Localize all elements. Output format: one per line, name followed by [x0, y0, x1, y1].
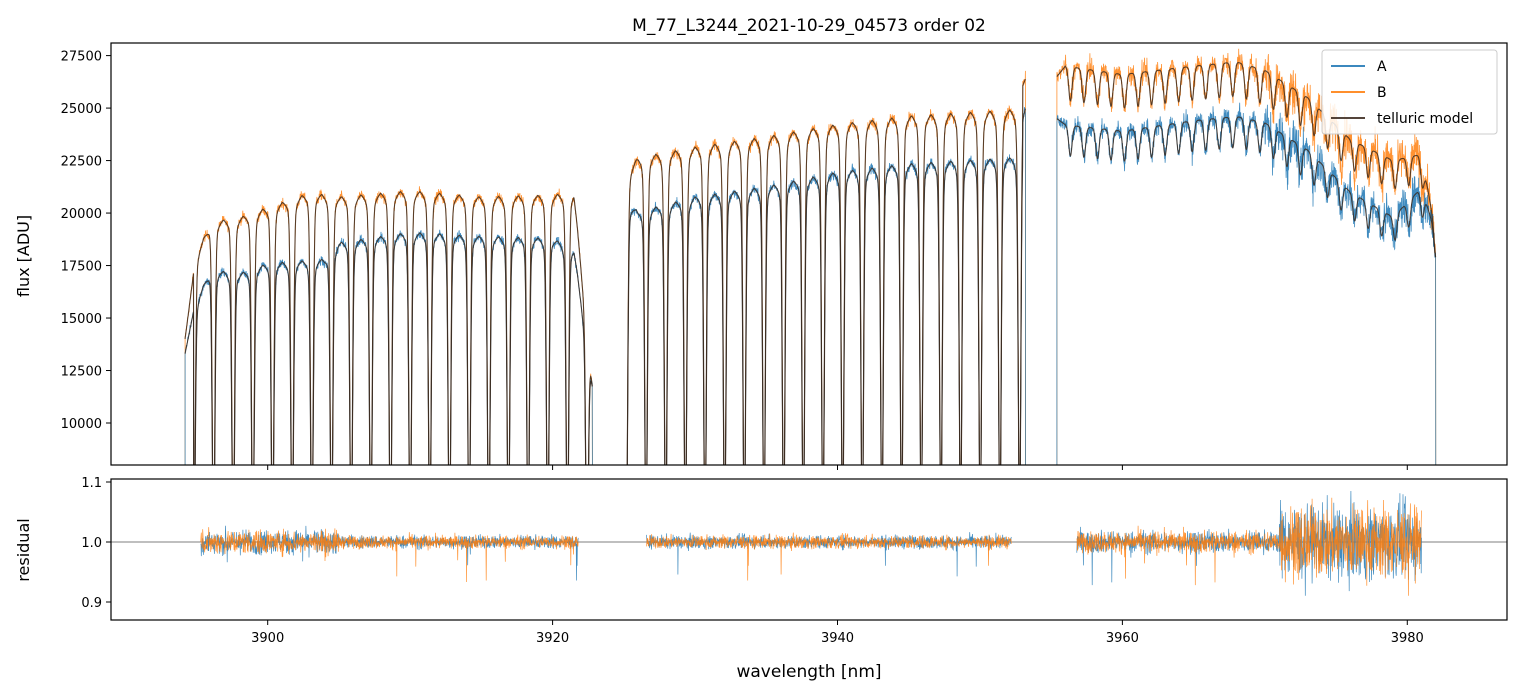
legend-box [1321, 49, 1498, 135]
residual-axes-frame [110, 478, 1508, 621]
residual-plot-area [111, 490, 1507, 596]
residual-b-segment-3 [1076, 497, 1422, 596]
residual-y-tick-label-1: 1.0 [81, 536, 102, 551]
x-tick-label-3960: 3960 [1106, 631, 1139, 646]
residual-b-segment-1 [200, 527, 579, 583]
flux-y-tick-label-17500: 17500 [61, 260, 102, 275]
flux-plot-area [184, 48, 1437, 465]
residual-panel: 0.91.01.1 3900 3920 3940 3960 3980 residual … [14, 476, 1508, 682]
flux-y-tick-label-12500: 12500 [61, 365, 102, 380]
telluric-model-b-segment-3 [1056, 62, 1437, 257]
flux-axes-frame [110, 42, 1508, 466]
x-tick-label-3900: 3900 [251, 631, 284, 646]
telluric-model-b-segment-2 [626, 78, 1026, 465]
flux-y-tick-label-20000: 20000 [61, 207, 102, 222]
telluric-model-b-segment-1 [184, 190, 593, 465]
residual-a-segment-1 [200, 525, 579, 581]
legend-label-a: A [1377, 59, 1387, 75]
flux-y-tick-label-25000: 25000 [61, 102, 102, 117]
x-tick-label-3980: 3980 [1391, 631, 1424, 646]
legend: A B telluric model [1321, 49, 1498, 135]
legend-label-b: B [1377, 85, 1387, 101]
flux-y-tick-label-22500: 22500 [61, 155, 102, 170]
series-b-segment-2 [626, 70, 1026, 465]
x-tick-label-3940: 3940 [821, 631, 854, 646]
x-tick-label-3920: 3920 [536, 631, 569, 646]
legend-label-telluric-model: telluric model [1377, 111, 1473, 127]
x-axis-label: wavelength [nm] [736, 662, 881, 682]
chart-title: M_77_L3244_2021-10-29_04573 order 02 [632, 16, 986, 36]
flux-x-ticks [267, 465, 1408, 470]
residual-b-segment-2 [646, 532, 1012, 581]
flux-y-axis-label: flux [ADU] [14, 215, 33, 297]
telluric-model-a-segment-3 [1056, 116, 1437, 258]
flux-y-tick-label-27500: 27500 [61, 50, 102, 65]
flux-panel: 10000 12500 15000 17500 20000 22500 25000 27500… [14, 42, 1508, 470]
residual-x-ticks: 3900 3920 3940 3960 3980 [251, 620, 1424, 646]
residual-y-axis-label: residual [14, 518, 33, 581]
flux-y-tick-label-15000: 15000 [61, 312, 102, 327]
residual-y-tick-label-0: 0.9 [81, 596, 102, 611]
flux-y-ticks: 10000 12500 15000 17500 20000 22500 25000 27500 [61, 50, 111, 432]
flux-y-tick-label-10000: 10000 [61, 417, 102, 432]
residual-y-ticks: 0.9 1.0 1.1 [81, 476, 111, 611]
series-a-segment-3 [1056, 102, 1437, 465]
residual-y-tick-label-2: 1.1 [81, 476, 102, 491]
